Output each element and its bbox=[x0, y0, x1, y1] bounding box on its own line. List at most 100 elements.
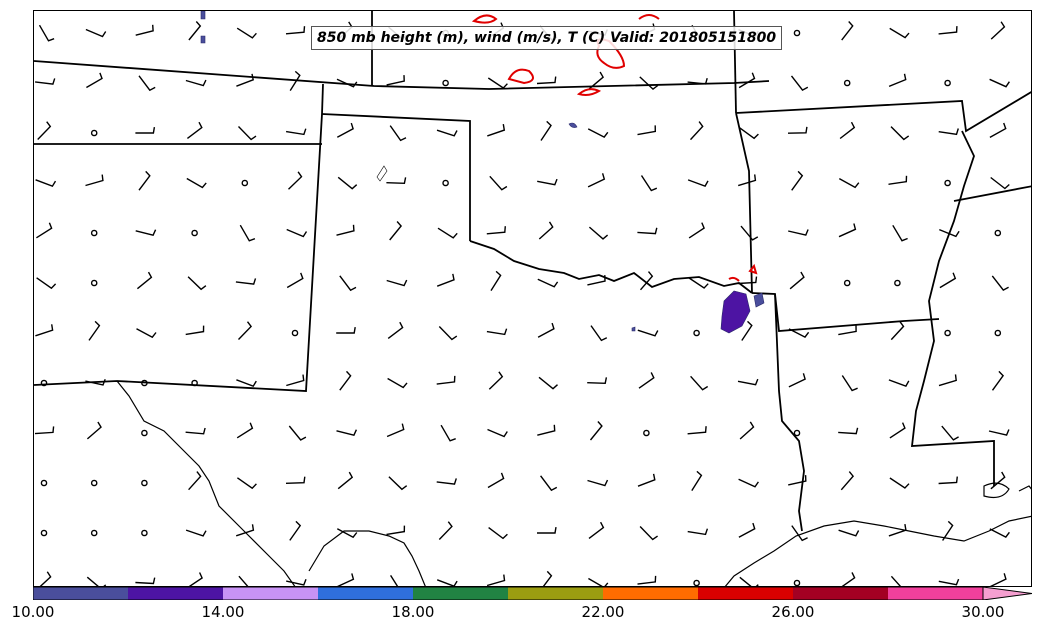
colorbar-cell bbox=[508, 587, 604, 600]
wind-barb bbox=[941, 425, 959, 441]
wind-barb bbox=[538, 376, 558, 390]
wind-barb bbox=[285, 128, 307, 136]
colorbar-cell bbox=[33, 587, 129, 600]
wind-barb bbox=[888, 175, 908, 185]
wind-barb bbox=[86, 72, 103, 89]
border-ok-top bbox=[321, 113, 471, 241]
colorbar-extend-triangle bbox=[982, 587, 1032, 600]
colorbar-cell bbox=[318, 587, 414, 600]
wind-barb bbox=[839, 121, 856, 140]
wind-barb bbox=[489, 175, 508, 191]
wind-barb bbox=[36, 222, 53, 239]
calm-wind-marker bbox=[40, 479, 48, 487]
wind-barb bbox=[36, 277, 57, 290]
wind-barb bbox=[540, 120, 552, 141]
wind-barb bbox=[438, 521, 453, 540]
wind-barb bbox=[838, 223, 857, 238]
wind-barb bbox=[537, 424, 556, 436]
colorbar-cell bbox=[603, 587, 699, 600]
wind-barb bbox=[235, 278, 257, 285]
wind-barb bbox=[186, 121, 203, 139]
calm-wind-marker bbox=[90, 279, 98, 287]
wind-barb bbox=[889, 422, 906, 439]
texas-coast bbox=[116, 380, 1031, 586]
wind-barb bbox=[387, 377, 408, 389]
wind-barb bbox=[588, 521, 605, 539]
wind-barb bbox=[239, 224, 256, 242]
wind-barb bbox=[37, 121, 52, 140]
wind-barb bbox=[536, 76, 557, 85]
wind-barb bbox=[938, 578, 960, 586]
precip-blob-lake bbox=[376, 165, 388, 182]
wind-barb bbox=[790, 75, 809, 91]
border-ok-ar bbox=[735, 112, 753, 294]
temperature-contours bbox=[471, 14, 758, 282]
wind-barb bbox=[989, 122, 1007, 139]
wind-barb bbox=[386, 279, 408, 287]
wind-barb bbox=[386, 177, 407, 185]
wind-barb bbox=[386, 75, 405, 86]
temp-contour-3 bbox=[507, 68, 534, 85]
wind-barb bbox=[38, 24, 55, 42]
wind-barb bbox=[85, 28, 107, 38]
wind-barb bbox=[737, 174, 757, 187]
wind-barb bbox=[387, 321, 404, 339]
wind-barb bbox=[789, 271, 805, 290]
wind-barb bbox=[991, 370, 1005, 391]
lake-pontchartrain bbox=[983, 482, 1010, 499]
border-nm-tx bbox=[34, 113, 323, 392]
wind-barb bbox=[588, 577, 609, 586]
wind-barb bbox=[838, 529, 860, 537]
wind-barb bbox=[336, 78, 358, 88]
calm-wind-marker bbox=[40, 379, 48, 387]
wind-barb bbox=[691, 470, 703, 491]
wind-barb bbox=[639, 76, 659, 91]
wind-barb bbox=[542, 570, 553, 586]
wind-barb bbox=[185, 79, 207, 87]
colorbar-cells bbox=[33, 587, 1032, 600]
wind-barb bbox=[638, 372, 655, 389]
wind-barb bbox=[34, 426, 55, 435]
wind-barb bbox=[938, 374, 957, 387]
border-co-west bbox=[321, 83, 324, 115]
wind-barb bbox=[440, 424, 456, 442]
wind-barb bbox=[988, 429, 1010, 436]
wind-barb bbox=[690, 375, 709, 391]
colorbar bbox=[33, 587, 1032, 600]
wind-barb bbox=[989, 573, 1007, 586]
calm-wind-marker bbox=[843, 279, 851, 287]
calm-wind-marker bbox=[90, 129, 98, 137]
wind-barb bbox=[989, 528, 1010, 538]
wind-barb bbox=[788, 373, 806, 388]
temp-contour-6 bbox=[748, 263, 758, 275]
calm-wind-marker bbox=[793, 579, 801, 586]
wind-barb bbox=[488, 371, 504, 390]
wind-barb bbox=[236, 379, 257, 388]
wind-barb bbox=[888, 73, 907, 88]
wind-barb bbox=[236, 27, 257, 39]
calm-wind-marker bbox=[191, 229, 198, 237]
wind-barb bbox=[587, 479, 609, 487]
wind-barb bbox=[687, 528, 709, 536]
wind-barb bbox=[838, 427, 859, 435]
wind-barb bbox=[788, 328, 810, 338]
wind-barb bbox=[939, 228, 960, 238]
wind-barb bbox=[890, 575, 909, 586]
wind-barb bbox=[739, 127, 759, 140]
wind-barb bbox=[188, 21, 202, 41]
calm-wind-marker bbox=[944, 179, 951, 187]
border-mississippi bbox=[910, 130, 995, 486]
wind-barb bbox=[689, 121, 704, 141]
wind-barb bbox=[236, 477, 257, 490]
wind-barb bbox=[640, 175, 658, 192]
calm-wind-marker bbox=[693, 579, 700, 586]
colorbar-cell bbox=[793, 587, 889, 600]
wind-barb bbox=[841, 572, 856, 586]
wind-barb bbox=[587, 173, 606, 188]
wind-barb bbox=[88, 320, 101, 341]
wind-barb bbox=[138, 75, 156, 92]
wind-barb bbox=[739, 576, 759, 586]
wind-barb bbox=[436, 375, 456, 385]
border-tn-ms bbox=[953, 185, 1031, 202]
wind-barb bbox=[285, 26, 306, 35]
